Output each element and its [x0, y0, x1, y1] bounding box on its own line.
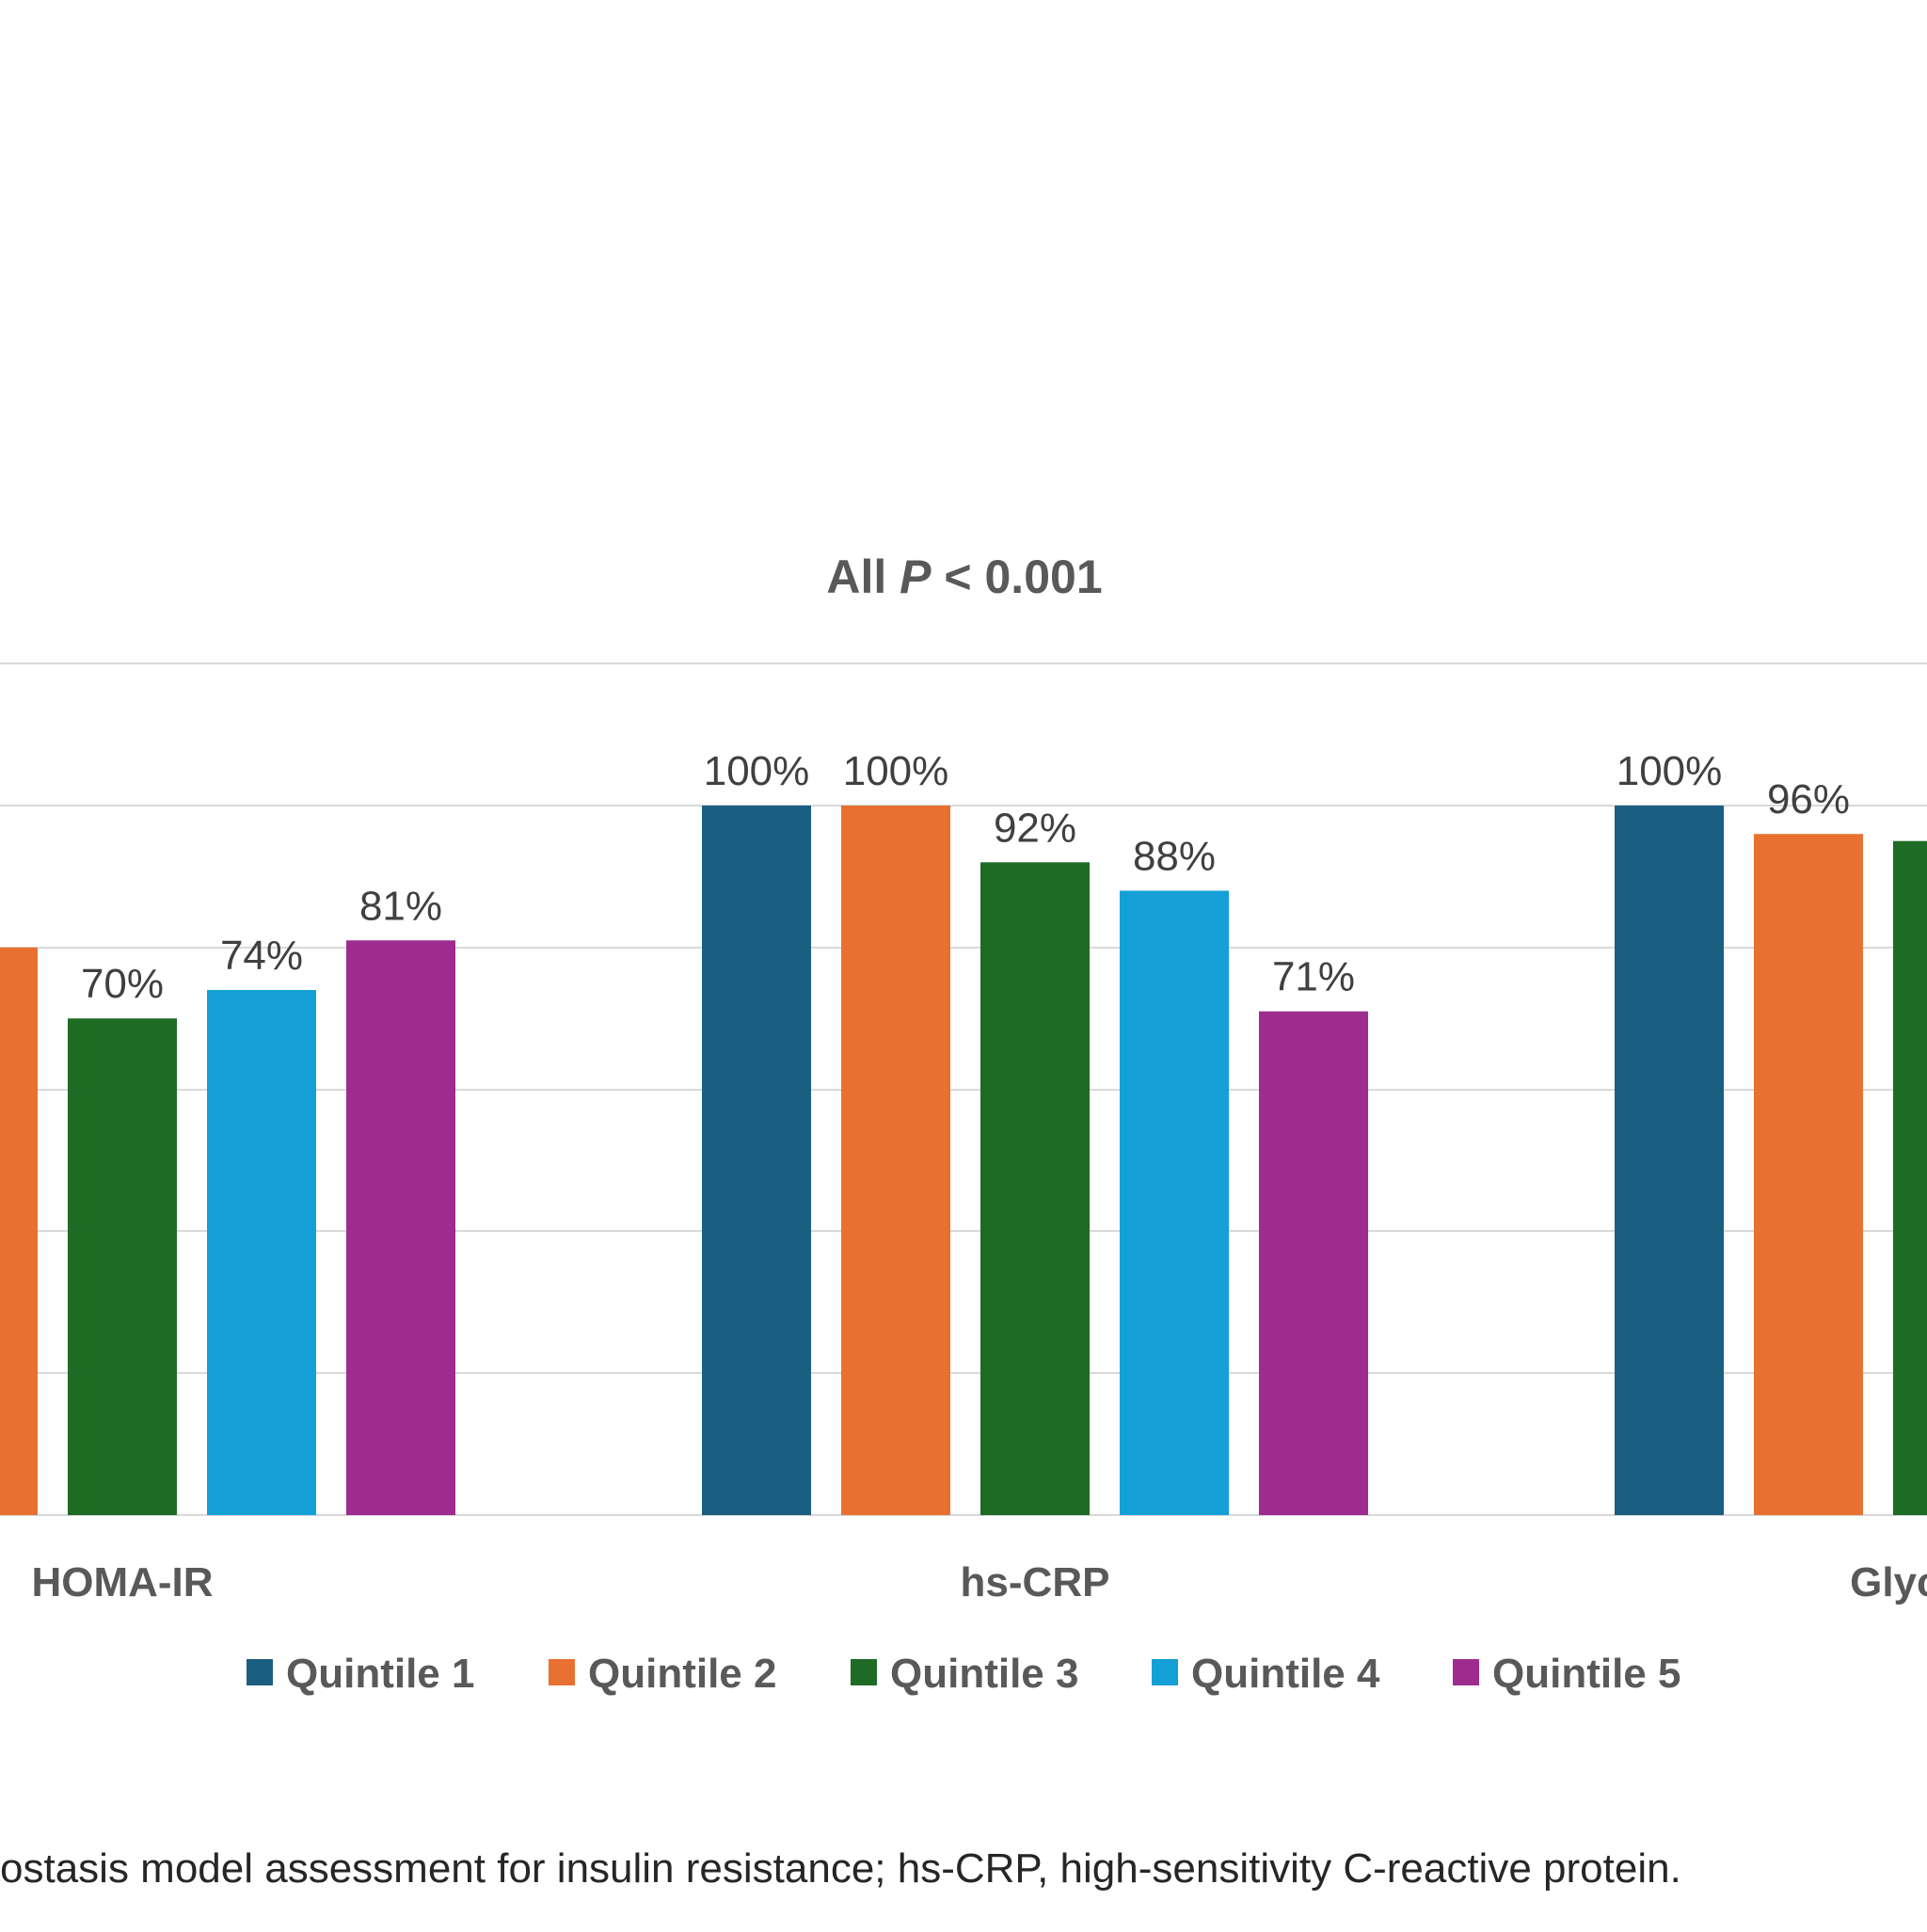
legend-swatch [851, 1659, 877, 1685]
figure-caption: ostasis model assessment for insulin res… [0, 1845, 1681, 1892]
bar [1259, 1011, 1368, 1515]
data-label: 88% [1133, 834, 1216, 880]
bar [702, 806, 811, 1515]
legend-item: Quintile 1 [286, 1651, 474, 1697]
legend-swatch [549, 1659, 575, 1685]
bar [68, 1018, 177, 1515]
category-label: Glycoprot [1850, 1559, 1927, 1605]
legend-item: Quintile 5 [1492, 1651, 1680, 1697]
chart-title-prefix: All [826, 551, 900, 603]
legend-item: Quintile 4 [1191, 1651, 1380, 1697]
category-label: hs-CRP [961, 1559, 1110, 1605]
bar [841, 806, 950, 1515]
bar [207, 990, 316, 1515]
bar [0, 947, 38, 1515]
data-label: 100% [843, 748, 949, 794]
chart-title: All P < 0.001 [826, 551, 1102, 603]
legend-item: Quintile 2 [588, 1651, 776, 1697]
data-label: 100% [704, 748, 810, 794]
bar [1120, 890, 1229, 1515]
data-label: 92% [994, 805, 1076, 851]
data-label: 100% [1616, 748, 1723, 794]
data-label: 70% [81, 961, 164, 1007]
data-label: % [0, 890, 2, 936]
chart-title-suffix: < 0.001 [932, 551, 1103, 603]
bar [1893, 840, 1927, 1515]
category-label-layer: HOMA-IR hs-CRP Glycoprot [31, 1559, 1927, 1605]
grid-layer [0, 663, 1927, 1516]
data-label: 71% [1272, 954, 1355, 1000]
bar [346, 940, 455, 1515]
legend: Quintile 1 Quintile 2 Quintile 3 Quintile 4… [247, 1651, 1680, 1697]
bar-layer [0, 806, 1927, 1515]
legend-swatch [1152, 1659, 1178, 1685]
legend-item: Quintile 3 [890, 1651, 1078, 1697]
data-label: 81% [359, 883, 442, 929]
bar [980, 862, 1090, 1515]
label-layer: 100%100%%100%96%70%92%974%88%81%71% [0, 748, 1850, 1007]
legend-swatch [1453, 1659, 1479, 1685]
bar [1754, 834, 1863, 1515]
category-label: HOMA-IR [31, 1559, 213, 1605]
data-label: 96% [1767, 776, 1850, 822]
data-label: 74% [220, 933, 303, 979]
legend-swatch [247, 1659, 273, 1685]
chart-title-p: P [900, 551, 932, 603]
bar [1615, 806, 1724, 1515]
